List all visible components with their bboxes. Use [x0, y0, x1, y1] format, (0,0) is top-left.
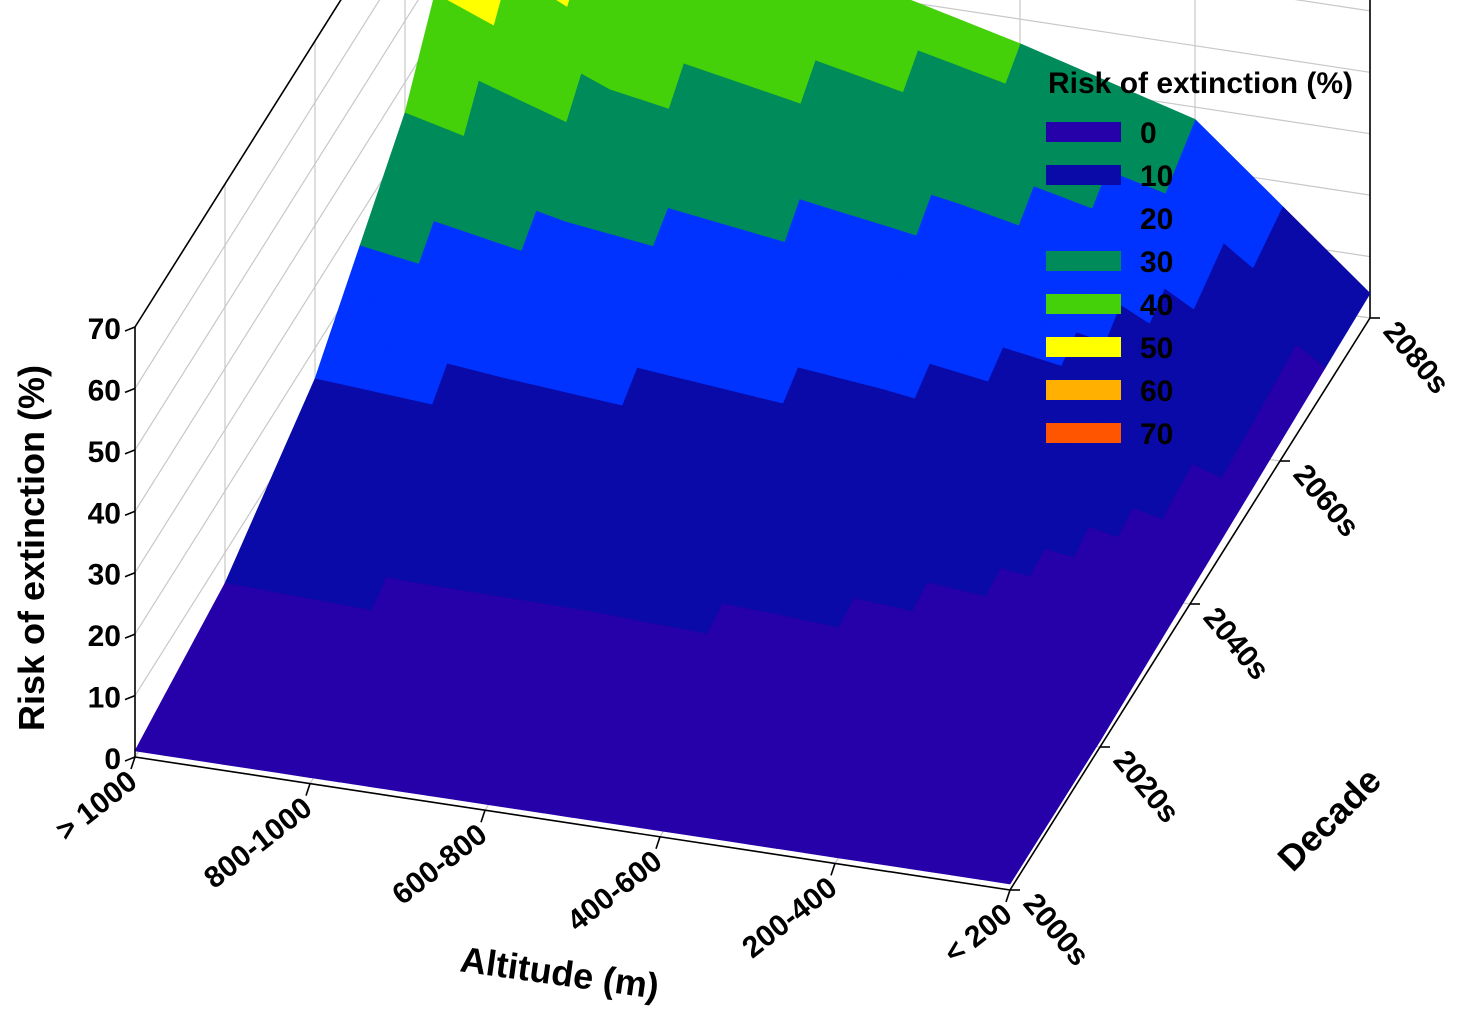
- legend-label: 20: [1140, 203, 1173, 236]
- legend-swatch: [1046, 208, 1121, 228]
- altitude-tick-label: > 1000: [50, 765, 143, 848]
- z-tick-label: 20: [88, 620, 121, 653]
- z-tick-label: 40: [88, 497, 121, 530]
- altitude-tick: [305, 783, 311, 796]
- legend-swatch: [1046, 337, 1121, 357]
- legend-title: Risk of extinction (%): [1048, 67, 1353, 100]
- z-tick: [124, 510, 136, 517]
- decade-tick-label: 2080s: [1377, 315, 1456, 400]
- altitude-tick-label: 600-800: [386, 818, 493, 912]
- legend-swatch: [1046, 122, 1121, 142]
- z-tick-label: 70: [88, 313, 121, 346]
- z-tick: [124, 326, 136, 332]
- altitude-tick: [480, 809, 486, 823]
- z-tick-label: 10: [88, 682, 121, 715]
- z-tick: [124, 571, 136, 578]
- z-axis-ticks: 0 10 20 30 40 50 60 70: [88, 313, 136, 776]
- decade-tick-label: 2020s: [1107, 744, 1186, 829]
- legend-swatch: [1046, 294, 1121, 314]
- z-tick: [124, 449, 136, 455]
- back-frame: [134, 0, 1371, 328]
- altitude-tick-label: 200-400: [736, 871, 843, 965]
- altitude-tick: [1005, 889, 1011, 903]
- legend-label: 60: [1140, 375, 1173, 408]
- z-tick-label: 30: [88, 559, 121, 592]
- z-grid-line: [134, 0, 381, 389]
- z-tick-label: 50: [88, 436, 121, 469]
- legend-label: 10: [1140, 160, 1173, 193]
- legend-swatch: [1046, 423, 1121, 443]
- altitude-tick-label: 800-1000: [198, 791, 318, 895]
- surface-patch: [134, 722, 180, 756]
- altitude-tick-label: < 200: [938, 898, 1018, 971]
- z-tick: [124, 387, 136, 394]
- x-axis-label: Altitude (m): [458, 938, 662, 1006]
- z-tick: [124, 756, 136, 762]
- decade-tick-label: 2040s: [1197, 601, 1276, 686]
- z-grid-line: [134, 0, 1371, 512]
- decade-tick-label: 2060s: [1287, 458, 1366, 543]
- altitude-axis-line: [134, 756, 1011, 891]
- decade-tick-label: 2000s: [1017, 887, 1096, 972]
- z-tick: [124, 694, 136, 701]
- z-tick: [124, 633, 136, 639]
- z-grid-line: [134, 0, 1371, 451]
- legend-entries: 0 10 20 30 40 50 60 70: [1046, 117, 1173, 451]
- legend-swatch: [1046, 251, 1121, 271]
- y-axis-label: Decade: [1269, 759, 1389, 879]
- legend-swatch: [1046, 380, 1121, 400]
- risk-surface: [134, 0, 1371, 885]
- altitude-tick: [130, 756, 136, 770]
- altitude-tick-label: 400-600: [561, 844, 668, 938]
- z-axis-label: Risk of extinction (%): [11, 365, 52, 731]
- legend-swatch: [1046, 165, 1121, 185]
- legend-label: 50: [1140, 332, 1173, 365]
- altitude-tick: [655, 836, 661, 850]
- z-tick-label: 0: [104, 743, 121, 776]
- legend-label: 40: [1140, 289, 1173, 322]
- legend-label: 0: [1140, 117, 1157, 150]
- z-tick-label: 60: [88, 374, 121, 407]
- legend: Risk of extinction (%) 0 10 20 30 40 50 60 70: [1046, 67, 1353, 451]
- altitude-tick: [830, 863, 836, 876]
- legend-label: 70: [1140, 418, 1173, 451]
- legend-label: 30: [1140, 246, 1173, 279]
